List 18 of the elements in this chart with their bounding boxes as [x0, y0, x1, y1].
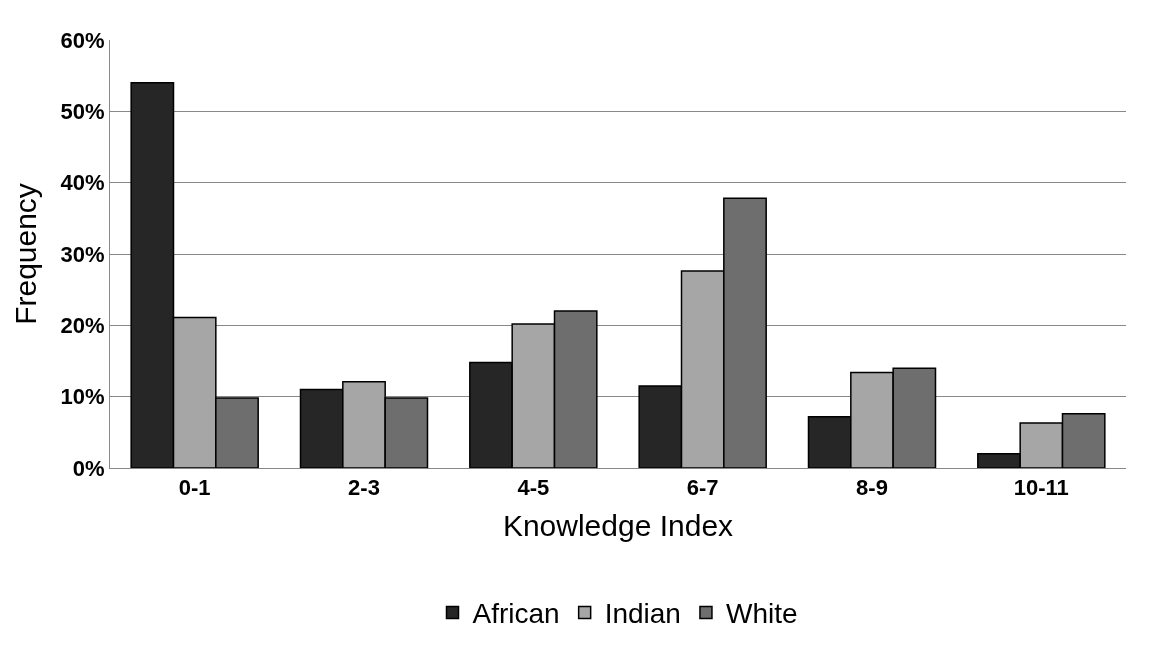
y-tick-label: 60% — [60, 27, 105, 53]
y-tick-label: 20% — [60, 313, 105, 339]
x-tick-label: 10-11 — [1013, 475, 1069, 501]
legend-label: White — [725, 598, 798, 630]
y-tick-label: 10% — [60, 384, 105, 410]
x-tick-label: 8-9 — [856, 475, 888, 501]
y-tick-label: 30% — [60, 241, 105, 267]
y-tick-label: 40% — [60, 170, 105, 196]
legend-label: African — [472, 598, 560, 630]
x-axis-title: Knowledge Index — [502, 508, 734, 542]
x-tick-label: 0-1 — [178, 475, 211, 501]
x-tick-label: 4-5 — [517, 475, 550, 501]
y-tick-label: 50% — [60, 99, 105, 125]
y-axis-title: Frequency — [8, 183, 42, 325]
x-tick-label: 6-7 — [686, 475, 719, 501]
y-tick-label: 0% — [72, 455, 105, 481]
x-tick-label: 2-3 — [348, 475, 380, 501]
legend-label: Indian — [604, 598, 681, 630]
